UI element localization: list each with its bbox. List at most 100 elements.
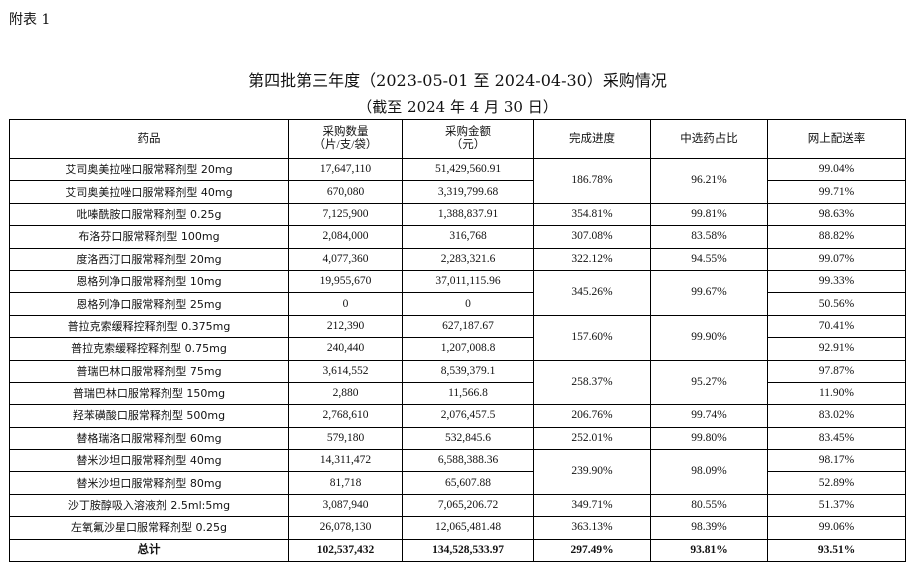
progress-cell: 252.01% — [533, 426, 651, 451]
quantity-cell: 2,768,610 — [288, 404, 403, 428]
drug-name-cell: 替米沙坦口服常释剂型 80mg — [9, 471, 289, 495]
drug-name-cell: 羟苯磺酸口服常释剂型 500mg — [9, 404, 289, 428]
appendix-label: 附表 1 — [9, 12, 51, 28]
drug-name-cell: 普拉克索缓释控释剂型 0.375mg — [9, 314, 289, 339]
drug-name-cell: 度洛西汀口服常释剂型 20mg — [9, 247, 289, 271]
drug-name-cell: 布洛芬口服常释剂型 100mg — [9, 225, 289, 249]
quantity-cell: 240,440 — [288, 337, 403, 361]
progress-cell: 239.90% — [533, 449, 651, 495]
share-cell: 94.55% — [650, 247, 768, 271]
share-cell: 96.21% — [650, 158, 768, 204]
table-row: 艾司奥美拉唑口服常释剂型 40mg 670,080 3,319,799.68 99.7… — [9, 180, 906, 204]
delivery-rate-cell: 88.82% — [767, 225, 906, 249]
table-row: 恩格列净口服常释剂型 25mg 0 0 50.56% — [9, 292, 906, 316]
progress-cell: 186.78% — [533, 158, 651, 204]
share-cell: 99.90% — [650, 314, 768, 361]
delivery-rate-cell: 99.06% — [767, 516, 906, 540]
delivery-rate-cell: 99.07% — [767, 247, 906, 271]
delivery-rate-cell: 70.41% — [767, 314, 906, 339]
header-label: 药品 — [137, 132, 161, 145]
share-cell: 99.80% — [650, 426, 768, 451]
table-row: 普瑞巴林口服常释剂型 150mg 2,880 11,566.8 11.90% — [9, 381, 906, 406]
table-row: 普拉克索缓释控释剂型 0.375mg 212,390 627,187.67 157.6… — [9, 314, 906, 361]
amount-cell: 2,283,321.6 — [402, 247, 534, 271]
delivery-rate-cell: 51.37% — [767, 493, 906, 518]
quantity-cell: 2,880 — [288, 381, 403, 406]
drug-name-cell: 艾司奥美拉唑口服常释剂型 20mg — [9, 157, 289, 182]
header-drug: 药品 — [9, 119, 289, 159]
delivery-rate-cell: 83.02% — [767, 404, 906, 428]
quantity-cell: 670,080 — [288, 180, 403, 204]
quantity-cell: 19,955,670 — [288, 269, 403, 294]
drug-name-cell: 恩格列净口服常释剂型 25mg — [9, 292, 289, 316]
drug-name-cell: 恩格列净口服常释剂型 10mg — [9, 269, 289, 294]
quantity-cell: 3,087,940 — [288, 493, 403, 518]
table-row: 替米沙坦口服常释剂型 80mg 81,718 65,607.88 52.89% — [9, 471, 906, 495]
total-amount: 134,528,533.97 — [402, 538, 534, 563]
quantity-cell: 26,078,130 — [288, 516, 403, 540]
progress-cell: 349.71% — [533, 493, 651, 518]
header-share: 中选药占比 — [650, 119, 768, 159]
table-row: 布洛芬口服常释剂型 100mg 2,084,000 316,768 307.08% 83… — [9, 225, 906, 249]
amount-cell: 51,429,560.91 — [402, 157, 534, 182]
header-label: 完成进度 — [569, 132, 615, 145]
share-cell: 83.58% — [650, 225, 768, 249]
header-label: 采购金额 — [445, 126, 491, 138]
header-label: 采购数量 — [322, 126, 369, 138]
header-label: 中选药占比 — [680, 132, 738, 145]
drug-name-cell: 替米沙坦口服常释剂型 40mg — [9, 449, 289, 473]
delivery-rate-cell: 97.87% — [767, 359, 906, 383]
share-cell: 95.27% — [650, 359, 768, 406]
share-cell: 98.09% — [650, 449, 768, 495]
progress-cell: 206.76% — [533, 404, 651, 428]
delivery-rate-cell: 52.89% — [767, 471, 906, 495]
table-row: 普瑞巴林口服常释剂型 75mg 3,614,552 8,539,379.1 258.3… — [9, 359, 906, 406]
drug-name-cell: 左氧氟沙星口服常释剂型 0.25g — [9, 516, 289, 540]
table-row: 普拉克索缓释控释剂型 0.75mg 240,440 1,207,008.8 92.91… — [9, 337, 906, 361]
drug-name-cell: 普拉克索缓释控释剂型 0.75mg — [9, 337, 289, 361]
table-header-row: 药品 采购数量 （片/支/袋） 采购金额 （元） 完成进度 中选药占比 网上配送率 — [9, 119, 906, 159]
total-label: 总计 — [9, 538, 289, 563]
delivery-rate-cell: 92.91% — [767, 337, 906, 361]
quantity-cell: 17,647,110 — [288, 157, 403, 182]
progress-cell: 157.60% — [533, 314, 651, 361]
delivery-rate-cell: 11.90% — [767, 381, 906, 406]
table-row: 沙丁胺醇吸入溶液剂 2.5ml:5mg 3,087,940 7,065,206.72… — [9, 493, 906, 518]
amount-cell: 1,388,837.91 — [402, 202, 534, 227]
header-label: （片/支/袋） — [313, 139, 378, 151]
quantity-cell: 7,125,900 — [288, 202, 403, 227]
header-progress: 完成进度 — [533, 119, 651, 159]
drug-name-cell: 吡嗪酰胺口服常释剂型 0.25g — [9, 202, 289, 227]
total-row: 总计 102,537,432 134,528,533.97 297.49% 93.81%… — [9, 538, 906, 563]
share-cell: 99.81% — [650, 202, 768, 227]
delivery-rate-cell: 98.63% — [767, 202, 906, 227]
table-row: 度洛西汀口服常释剂型 20mg 4,077,360 2,283,321.6 322.1… — [9, 247, 906, 271]
header-label: 网上配送率 — [807, 132, 866, 145]
progress-cell: 354.81% — [533, 202, 651, 227]
quantity-cell: 14,311,472 — [288, 449, 403, 473]
total-progress: 297.49% — [533, 538, 651, 563]
page-subtitle: （截至 2024 年 4 月 30 日） — [357, 98, 558, 116]
share-cell: 80.55% — [650, 493, 768, 518]
table-row: 艾司奥美拉唑口服常释剂型 20mg 17,647,110 51,429,560.91… — [9, 157, 906, 204]
share-cell: 99.67% — [650, 269, 768, 316]
table-row: 替格瑞洛口服常释剂型 60mg 579,180 532,845.6 252.01% 99… — [9, 426, 906, 451]
delivery-rate-cell: 50.56% — [767, 292, 906, 316]
quantity-cell: 579,180 — [288, 426, 403, 451]
quantity-cell: 0 — [288, 292, 403, 316]
header-label: （元） — [450, 139, 486, 151]
delivery-rate-cell: 98.17% — [767, 449, 906, 473]
amount-cell: 627,187.67 — [402, 314, 534, 339]
total-delivery-rate: 93.51% — [767, 538, 906, 563]
table-row: 恩格列净口服常释剂型 10mg 19,955,670 37,011,115.96 34… — [9, 269, 906, 316]
progress-cell: 363.13% — [533, 516, 651, 540]
amount-cell: 7,065,206.72 — [402, 493, 534, 518]
quantity-cell: 3,614,552 — [288, 359, 403, 383]
amount-cell: 1,207,008.8 — [402, 337, 534, 361]
header-amount: 采购金额 （元） — [402, 119, 534, 159]
header-quantity: 采购数量 （片/支/袋） — [288, 119, 403, 159]
quantity-cell: 2,084,000 — [288, 225, 403, 249]
amount-cell: 8,539,379.1 — [402, 359, 534, 383]
share-cell: 98.39% — [650, 516, 768, 540]
amount-cell: 2,076,457.5 — [402, 404, 534, 428]
